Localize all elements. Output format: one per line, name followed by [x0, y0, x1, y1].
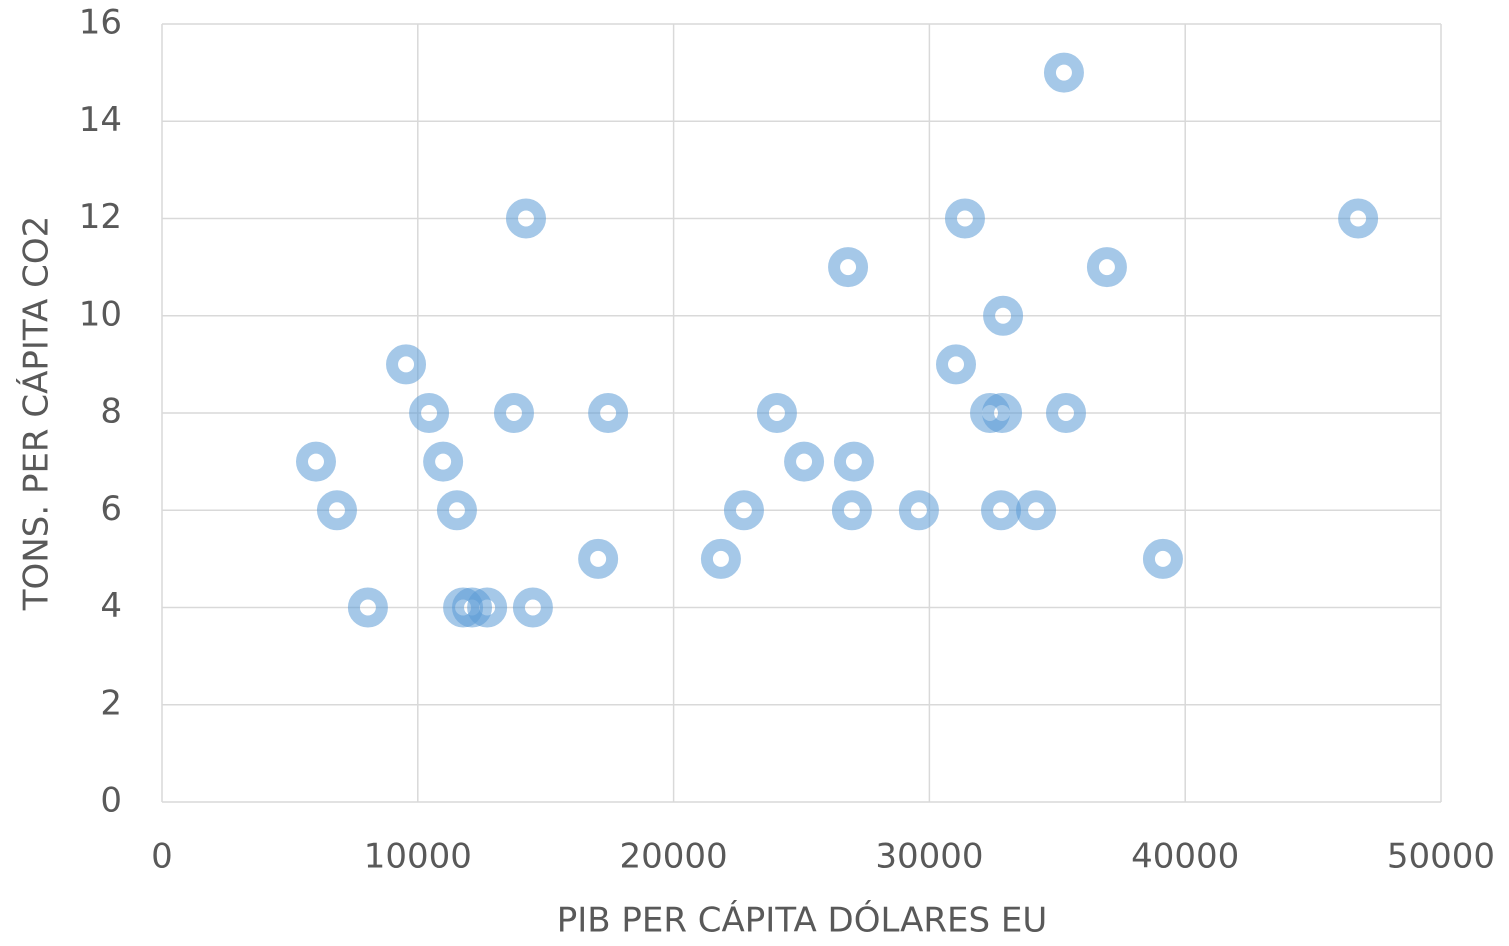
scatter-point — [1045, 393, 1086, 433]
scatter-point — [506, 198, 547, 239]
scatter-point — [578, 538, 619, 579]
scatter-point — [1086, 247, 1127, 288]
y-tick-label: 16 — [79, 3, 122, 43]
y-axis-title: TONS. PER CÁPITA CO2 — [16, 216, 57, 611]
scatter-point — [700, 538, 741, 579]
scatter-point — [831, 490, 872, 531]
x-tick-label: 20000 — [620, 837, 728, 877]
y-tick-label: 8 — [100, 392, 122, 432]
scatter-point — [493, 393, 534, 433]
x-tick-label: 50000 — [1387, 837, 1495, 877]
scatter-point — [1043, 52, 1084, 93]
scatter-point — [386, 344, 427, 385]
scatter-point — [1338, 198, 1379, 239]
x-axis-title: PIB PER CÁPITA DÓLARES EU — [557, 900, 1048, 941]
scatter-point — [452, 587, 493, 628]
x-tick-label: 40000 — [1131, 837, 1239, 877]
scatter-point — [983, 295, 1024, 336]
scatter-point — [756, 393, 797, 433]
y-tick-label: 2 — [100, 683, 122, 723]
y-tick-label: 4 — [100, 586, 122, 626]
scatter-point — [723, 490, 764, 531]
scatter-point — [409, 393, 450, 433]
scatter-point — [1016, 490, 1057, 531]
scatter-point — [898, 490, 939, 531]
scatter-point — [588, 393, 629, 433]
y-tick-label: 14 — [79, 100, 122, 140]
scatter-point — [1142, 538, 1183, 579]
scatter-point — [295, 441, 336, 482]
scatter-point — [316, 490, 357, 531]
x-tick-label: 10000 — [364, 837, 472, 877]
y-tick-label: 6 — [100, 489, 122, 529]
y-tick-label: 0 — [100, 781, 122, 821]
y-tick-label: 10 — [79, 294, 122, 334]
scatter-point — [436, 490, 477, 531]
scatter-point — [944, 198, 985, 239]
scatter-point — [828, 247, 869, 288]
scatter-point — [467, 587, 508, 628]
scatter-point — [784, 441, 825, 482]
scatter-point — [512, 587, 553, 628]
y-tick-label: 12 — [79, 197, 122, 237]
scatter-point — [982, 393, 1023, 433]
scatter-point — [423, 441, 464, 482]
x-tick-label: 0 — [151, 837, 173, 877]
scatter-point — [833, 441, 874, 482]
scatter-point — [347, 587, 388, 628]
x-tick-label: 30000 — [875, 837, 983, 877]
scatter-point — [936, 344, 977, 385]
scatter-point — [981, 490, 1022, 531]
